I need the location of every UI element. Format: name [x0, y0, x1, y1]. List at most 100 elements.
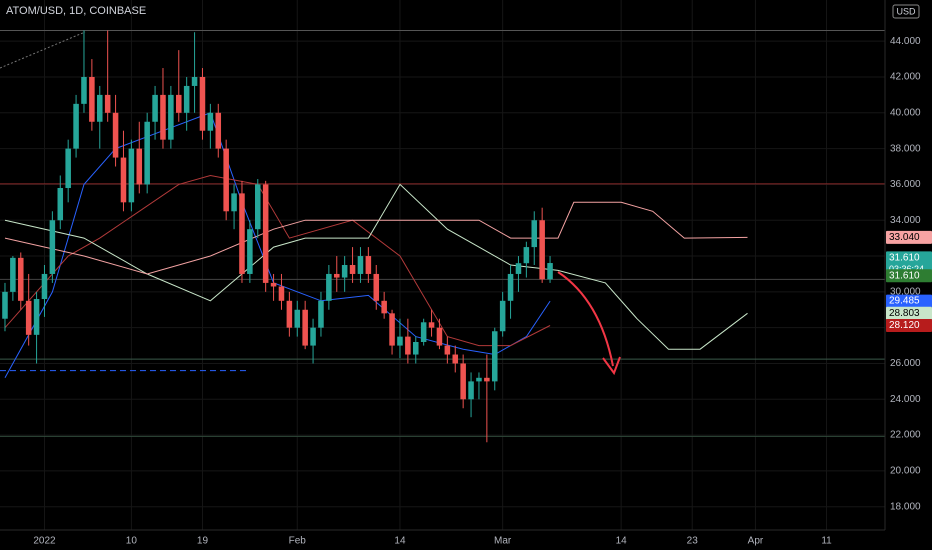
candle-body: [262, 184, 269, 283]
candle-body: [81, 76, 87, 104]
candle-body: [412, 341, 419, 355]
y-tick-label: 20.000: [890, 466, 921, 477]
candle-body: [318, 300, 324, 328]
candle-body: [41, 273, 48, 300]
candle-body: [523, 247, 530, 264]
x-tick-label: 14: [394, 536, 406, 547]
currency-label[interactable]: USD: [896, 6, 916, 16]
candle-body: [33, 299, 40, 335]
price-label: 31.610: [889, 270, 920, 281]
y-tick-label: 40.000: [890, 107, 921, 118]
candle-body: [207, 112, 214, 131]
candle-body: [97, 94, 103, 122]
candle-body: [452, 354, 459, 364]
y-tick-label: 34.000: [890, 215, 921, 226]
candle-body: [183, 85, 190, 113]
candle-body: [152, 94, 158, 122]
candle-body: [302, 309, 308, 346]
y-tick-label: 22.000: [890, 430, 921, 441]
candle-body: [176, 94, 182, 113]
candle-body: [2, 291, 8, 319]
candle-body: [515, 263, 522, 274]
forecast-arrow: [557, 271, 614, 367]
candle-body: [270, 282, 277, 287]
candle-body: [231, 193, 237, 212]
candle-body: [73, 103, 79, 149]
candle-body: [65, 148, 71, 189]
candle-body: [491, 331, 498, 382]
candle-body: [144, 121, 150, 185]
candle-body: [191, 76, 198, 86]
candle-body: [310, 327, 316, 346]
x-tick-label: 19: [197, 536, 209, 547]
x-tick-label: Mar: [494, 536, 512, 547]
price-label: 28.803: [889, 308, 920, 319]
candle-body: [476, 377, 482, 382]
candle-body: [10, 257, 16, 292]
candle-body: [278, 286, 285, 301]
candle-body: [18, 257, 24, 301]
y-tick-label: 36.000: [890, 179, 921, 190]
candle-body: [349, 265, 356, 274]
candle-body: [247, 229, 253, 274]
y-tick-label: 24.000: [890, 394, 921, 405]
candle-body: [286, 300, 293, 328]
x-tick-label: Feb: [289, 536, 307, 547]
price-label: 28.120: [889, 320, 920, 331]
candle-body: [499, 300, 506, 332]
candle-body: [357, 256, 364, 274]
candle-body: [49, 220, 56, 274]
plot-area: [0, 0, 885, 530]
indicator-line: [4, 201, 748, 275]
candle-body: [428, 322, 435, 328]
price-label-box: [886, 269, 932, 283]
candle-body: [160, 94, 166, 140]
price-label: 33.040: [889, 232, 920, 243]
x-tick-label: 2022: [33, 536, 56, 547]
candle-body: [25, 300, 32, 335]
candle-body: [460, 363, 466, 400]
candle-body: [255, 184, 261, 230]
candle-body: [468, 381, 474, 400]
currency-badge[interactable]: [892, 4, 920, 19]
candle-body: [168, 94, 174, 140]
y-tick-label: 38.000: [890, 143, 921, 154]
indicator-line: [4, 174, 551, 347]
x-tick-label: 11: [821, 536, 832, 547]
candle-body: [294, 309, 301, 328]
candle-body: [333, 273, 340, 278]
candle-body: [128, 148, 135, 203]
y-tick-label: 44.000: [890, 36, 921, 47]
y-tick-label: 30.000: [890, 286, 921, 297]
candle-body: [381, 300, 387, 314]
candle-body: [420, 322, 427, 342]
candle-body: [89, 76, 95, 122]
candle-body: [120, 157, 127, 203]
forecast-arrow-head: [602, 356, 621, 376]
candle-body: [444, 345, 451, 355]
candle-body: [326, 273, 332, 301]
candle-body: [215, 112, 222, 149]
candle-body: [436, 327, 443, 346]
candle-body: [112, 112, 119, 158]
symbol-title: ATOM/USD, 1D, COINBASE: [6, 5, 146, 17]
x-tick-label: 23: [687, 536, 699, 547]
candle-body: [136, 148, 143, 185]
candle-body: [405, 336, 411, 355]
candle-body: [104, 94, 111, 113]
trend-line: [0, 31, 86, 69]
candle-body: [389, 313, 395, 346]
y-tick-label: 26.000: [890, 358, 921, 369]
candle-body: [547, 263, 553, 280]
candle-body: [507, 273, 514, 301]
indicator-line: [4, 183, 748, 350]
candle-body: [365, 256, 372, 274]
candle-body: [199, 76, 206, 131]
candle-body: [539, 220, 545, 280]
candle-body: [373, 273, 380, 301]
candle-body: [57, 188, 64, 221]
x-tick-label: 10: [126, 536, 138, 547]
y-tick-label: 42.000: [890, 72, 921, 83]
